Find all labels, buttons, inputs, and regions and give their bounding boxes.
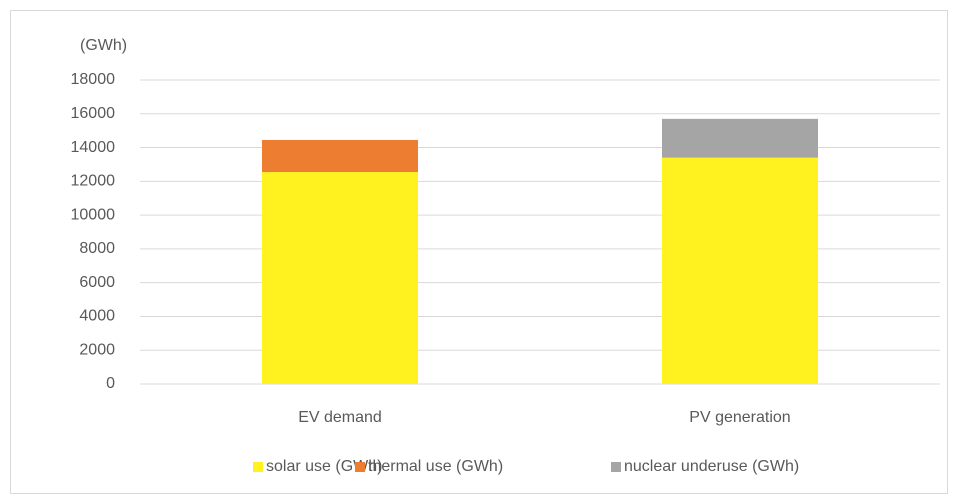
y-tick-label: 0 — [106, 375, 115, 392]
legend-swatch — [253, 462, 263, 472]
y-tick-label: 12000 — [71, 173, 116, 190]
y-tick-label: 6000 — [79, 274, 115, 291]
y-tick-label: 14000 — [71, 139, 116, 156]
y-tick-label: 2000 — [79, 341, 115, 358]
bar-segment — [662, 118, 818, 158]
legend-swatch — [355, 462, 365, 472]
y-tick-label: 18000 — [71, 71, 116, 88]
y-tick-label: 16000 — [71, 105, 116, 122]
x-tick-label: PV generation — [689, 409, 790, 426]
y-tick-label: 10000 — [71, 206, 116, 223]
legend-label: nuclear underuse (GWh) — [624, 458, 799, 475]
legend-label: thermal use (GWh) — [368, 458, 503, 475]
legend-label: solar use (GWh) — [266, 458, 382, 475]
bar-segment — [262, 139, 418, 173]
bar-segment — [662, 157, 818, 384]
y-axis-label: (GWh) — [80, 37, 127, 54]
legend-swatch — [611, 462, 621, 472]
bar-segment — [262, 172, 418, 384]
y-tick-label: 4000 — [79, 308, 115, 325]
y-tick-label: 8000 — [79, 240, 115, 257]
x-tick-label: EV demand — [298, 409, 382, 426]
